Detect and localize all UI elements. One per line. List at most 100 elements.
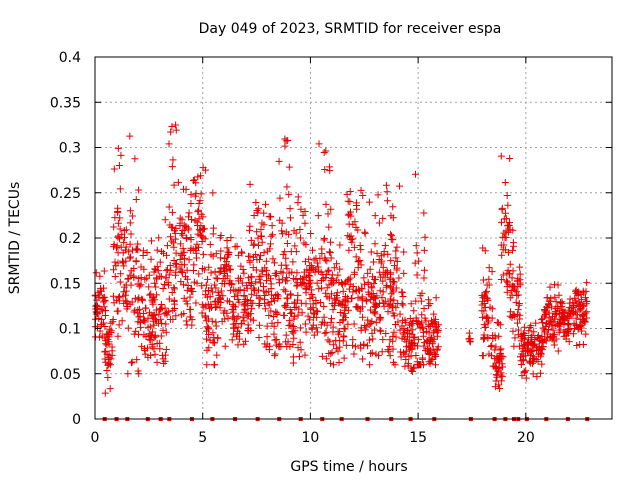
data-point [329,323,337,331]
data-point [185,213,193,221]
data-point [280,286,288,294]
data-point [365,336,373,344]
data-point [248,290,256,298]
data-point [333,289,341,297]
data-point [356,256,364,264]
data-point [170,297,178,305]
data-point [325,266,333,274]
data-point [196,227,204,235]
data-point [302,241,310,249]
data-point [336,299,344,307]
data-point [217,299,225,307]
data-point [506,294,514,302]
data-point [96,333,104,341]
data-point [488,305,496,313]
data-layer [91,121,591,421]
data-point [293,281,301,289]
data-point [564,320,572,328]
data-point [321,166,329,174]
data-point [161,357,169,365]
data-point [551,321,559,329]
data-point [371,310,379,318]
data-point [123,298,131,306]
data-point [383,188,391,196]
data-point [177,267,185,275]
data-point [92,269,100,277]
data-point [427,334,435,342]
data-point [336,343,344,351]
data-point [365,198,373,206]
data-point [113,307,121,315]
data-point [506,154,514,162]
data-point [223,244,231,252]
data-point [314,328,322,336]
data-point [344,276,352,284]
data-point [501,233,509,241]
data-point [103,341,111,349]
data-point [308,324,316,332]
data-point [545,309,553,317]
data-point [386,352,394,360]
data-point [100,284,108,292]
data-point [323,257,331,265]
data-point [296,234,304,242]
data-point [424,337,432,345]
data-point [100,293,108,301]
data-point [275,279,283,287]
data-point [256,294,264,302]
data-point [260,221,268,229]
data-point [230,293,238,301]
data-point [336,265,344,273]
data-point [498,251,506,259]
data-point [109,318,117,326]
data-point [371,303,379,311]
data-point [111,272,119,280]
data-point [143,249,151,257]
data-point [290,322,298,330]
data-point [511,334,519,342]
data-point [569,330,577,338]
data-point [155,310,163,318]
data-point [516,270,524,278]
y-axis-label: SRMTID / TECUs [7,182,23,295]
data-point [151,266,159,274]
data-point [141,350,149,358]
data-point [546,334,554,342]
data-point [385,342,393,350]
data-point [326,249,334,257]
data-point [157,332,165,340]
data-point [397,353,405,361]
data-point [152,316,160,324]
data-point [539,339,547,347]
data-point [125,248,133,256]
data-point [350,320,358,328]
data-point [110,266,118,274]
data-point [360,280,368,288]
data-point [310,331,318,339]
data-point [289,258,297,266]
data-point [195,243,203,251]
data-point [284,294,292,302]
data-point [291,327,299,335]
data-point [307,229,315,237]
data-point [429,345,437,353]
data-point [300,239,308,247]
data-point [232,287,240,295]
data-point [503,192,511,200]
data-point [480,307,488,315]
data-point [556,298,564,306]
data-point [255,256,263,264]
data-point [126,254,134,262]
data-point [283,265,291,273]
data-point [492,364,500,372]
data-point [259,268,267,276]
data-point [372,318,380,326]
data-point [249,299,257,307]
data-point [307,305,315,313]
data-point [328,315,336,323]
data-point [484,296,492,304]
data-point [420,274,428,282]
data-point [333,260,341,268]
data-point [290,313,298,321]
data-point [207,304,215,312]
